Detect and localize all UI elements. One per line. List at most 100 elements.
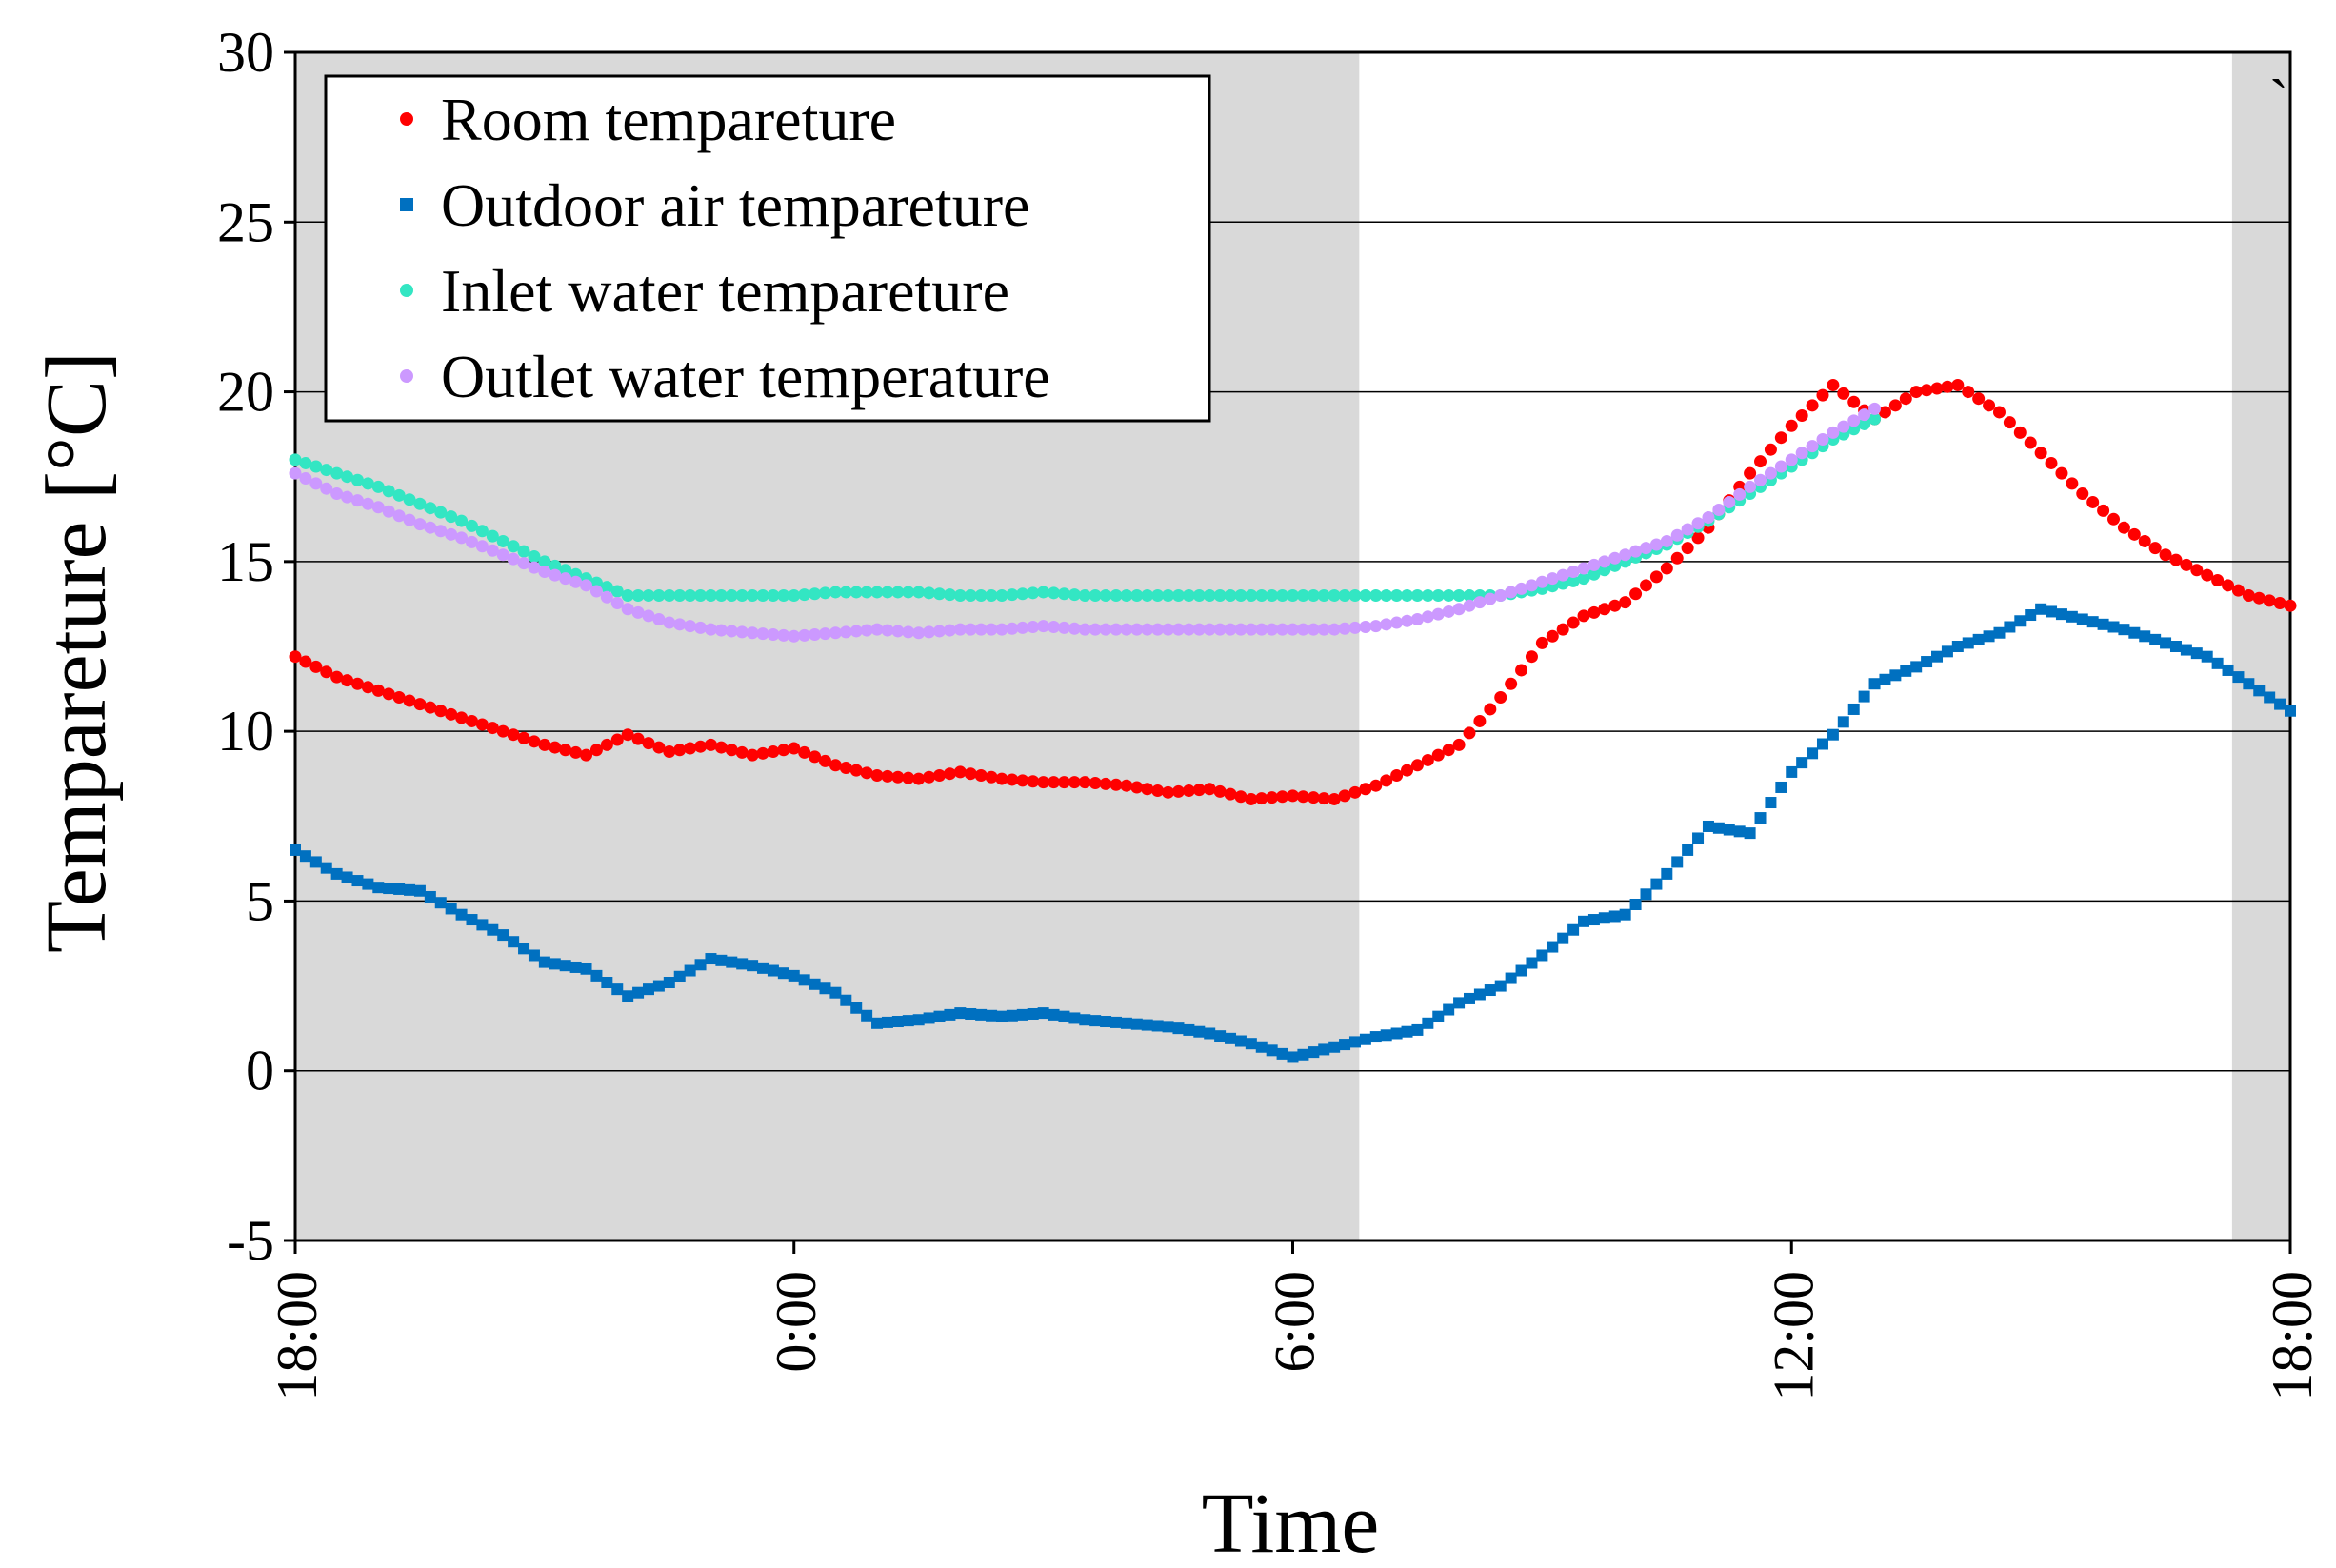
- data-point: [1567, 616, 1580, 629]
- data-point: [985, 623, 998, 636]
- data-point: [1068, 588, 1081, 602]
- data-point: [1369, 620, 1383, 633]
- data-point: [1443, 1003, 1455, 1016]
- data-point: [559, 744, 572, 757]
- data-point: [309, 660, 323, 673]
- data-point: [871, 1017, 884, 1029]
- data-point: [704, 623, 717, 636]
- data-point: [1723, 824, 1735, 836]
- data-point: [350, 677, 364, 690]
- data-point: [1296, 623, 1309, 636]
- data-point: [1203, 623, 1216, 636]
- data-point: [642, 983, 654, 996]
- data-point: [2180, 644, 2192, 656]
- data-point: [1328, 589, 1341, 603]
- data-point: [1951, 641, 1964, 652]
- data-point: [538, 738, 551, 751]
- data-point: [954, 1007, 967, 1020]
- data-point: [788, 742, 801, 755]
- data-point: [465, 714, 478, 727]
- data-point: [1660, 534, 1673, 547]
- data-point: [1723, 495, 1736, 508]
- data-point: [1339, 1039, 1351, 1051]
- data-point: [1629, 545, 1643, 558]
- data-point: [330, 466, 344, 480]
- data-point: [1089, 1015, 1102, 1027]
- legend-label: Room tempareture: [441, 86, 896, 153]
- data-point: [684, 589, 697, 603]
- data-point: [714, 589, 728, 603]
- data-point: [1088, 589, 1102, 603]
- data-point: [1744, 480, 1757, 493]
- data-point: [1390, 1027, 1403, 1040]
- y-tick-label: -5: [227, 1209, 274, 1272]
- data-point: [1130, 781, 1144, 794]
- legend-marker: [400, 284, 413, 297]
- y-tick-label: 25: [217, 190, 274, 253]
- data-point: [1410, 589, 1424, 603]
- data-point: [1037, 1007, 1049, 1020]
- data-point: [1234, 623, 1248, 636]
- data-point: [1640, 888, 1652, 901]
- data-point: [933, 768, 947, 782]
- data-point: [1390, 589, 1404, 603]
- y-tick-label: 30: [217, 21, 274, 84]
- data-point: [1702, 511, 1715, 525]
- data-point: [382, 485, 395, 498]
- data-point: [1120, 779, 1133, 792]
- data-point: [1930, 382, 1944, 395]
- data-point: [1308, 1046, 1320, 1059]
- data-point: [2045, 456, 2058, 469]
- y-tick-label: 0: [246, 1040, 274, 1102]
- data-point: [455, 514, 469, 527]
- data-point: [1058, 1010, 1070, 1022]
- data-point: [2211, 573, 2225, 586]
- data-point: [1941, 645, 1953, 658]
- data-point: [1983, 630, 1995, 643]
- data-point: [559, 572, 572, 586]
- data-point: [1027, 1007, 1039, 1020]
- data-point: [1162, 589, 1175, 603]
- data-point: [694, 589, 708, 603]
- data-point: [985, 589, 998, 603]
- data-point: [642, 737, 655, 750]
- data-point: [663, 977, 675, 989]
- x-axis-ticks: 18:00 0:00 6:00 12:00 18:00: [266, 1241, 2324, 1401]
- data-point: [621, 589, 634, 603]
- data-point: [1369, 1031, 1382, 1043]
- data-point: [767, 628, 780, 642]
- data-point: [777, 628, 790, 642]
- data-point: [320, 862, 332, 874]
- data-point: [1099, 589, 1112, 603]
- data-point: [392, 509, 406, 523]
- data-point: [622, 990, 634, 1002]
- y-tick-label: 5: [246, 869, 274, 932]
- data-point: [1338, 622, 1351, 635]
- data-point: [1401, 589, 1414, 603]
- data-point: [413, 497, 427, 510]
- data-point: [1359, 589, 1372, 603]
- data-point: [631, 589, 645, 603]
- data-point: [694, 959, 707, 971]
- data-point: [1068, 622, 1081, 635]
- data-point: [1868, 412, 1882, 426]
- data-point: [788, 629, 801, 643]
- data-point: [1027, 775, 1040, 788]
- data-point: [1515, 582, 1528, 595]
- data-point: [673, 589, 687, 603]
- data-point: [1224, 787, 1237, 801]
- data-point: [1754, 473, 1767, 486]
- data-point: [735, 745, 749, 759]
- data-point: [382, 505, 395, 518]
- data-point: [1744, 827, 1756, 840]
- data-point: [1276, 1047, 1288, 1060]
- data-point: [964, 589, 977, 603]
- data-point: [507, 552, 520, 566]
- data-point: [1515, 964, 1527, 977]
- data-point: [569, 961, 582, 973]
- data-point: [2024, 436, 2037, 449]
- data-point: [1048, 620, 1061, 633]
- data-point: [361, 497, 374, 510]
- data-point: [371, 501, 385, 514]
- data-point: [1287, 623, 1299, 636]
